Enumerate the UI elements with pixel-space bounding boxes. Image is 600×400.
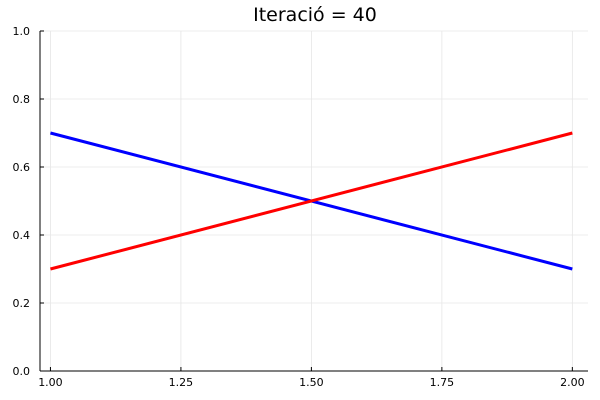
axes — [39, 31, 588, 372]
x-tick-label: 1.50 — [299, 376, 324, 389]
y-tick-label: 0.8 — [13, 93, 31, 106]
x-tick-label: 1.75 — [430, 376, 455, 389]
series-lines — [50, 131, 573, 271]
chart-title: Iteració = 40 — [253, 4, 377, 26]
x-tick-label: 1.00 — [38, 376, 63, 389]
y-tick-label: 0.2 — [13, 297, 31, 310]
y-tick-label: 0.4 — [13, 229, 31, 242]
series-line-2 — [50, 131, 573, 271]
x-tick-label: 2.00 — [560, 376, 585, 389]
y-tick-label: 0.6 — [13, 161, 31, 174]
y-tick-label: 0.0 — [13, 365, 31, 378]
x-axis-ticks: 1.00 1.25 1.50 1.75 2.00 — [38, 367, 585, 389]
x-tick-label: 1.25 — [169, 376, 194, 389]
y-axis-ticks: 0.0 0.2 0.4 0.6 0.8 1.0 — [13, 25, 44, 378]
y-tick-label: 1.0 — [13, 25, 31, 38]
